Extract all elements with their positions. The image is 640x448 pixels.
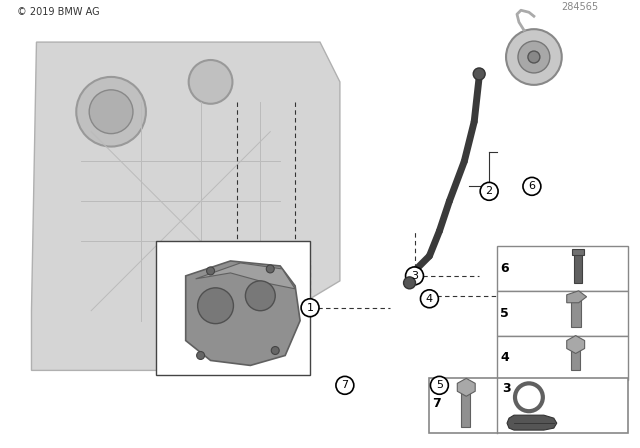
Polygon shape — [507, 415, 557, 430]
Polygon shape — [196, 263, 295, 289]
Circle shape — [271, 346, 279, 354]
Text: 284565: 284565 — [561, 2, 598, 12]
Polygon shape — [458, 379, 475, 396]
Bar — [429, 379, 628, 433]
Circle shape — [523, 177, 541, 195]
Text: 7: 7 — [433, 397, 441, 410]
Text: 3: 3 — [411, 271, 418, 281]
Bar — [571, 297, 580, 327]
Bar — [572, 249, 584, 255]
Polygon shape — [186, 261, 300, 366]
Text: 5: 5 — [436, 380, 443, 390]
Circle shape — [76, 77, 146, 146]
Circle shape — [404, 277, 415, 289]
Polygon shape — [567, 336, 584, 353]
Circle shape — [196, 352, 205, 359]
Circle shape — [431, 376, 449, 394]
Circle shape — [406, 267, 424, 285]
Text: 5: 5 — [500, 307, 509, 320]
Circle shape — [528, 51, 540, 63]
Bar — [156, 241, 310, 375]
Circle shape — [506, 29, 562, 85]
Text: 6: 6 — [529, 181, 536, 191]
Circle shape — [301, 299, 319, 317]
Text: 3: 3 — [502, 382, 511, 395]
Bar — [461, 385, 470, 427]
Circle shape — [189, 60, 232, 104]
Circle shape — [207, 267, 214, 275]
Bar — [571, 343, 580, 370]
Text: 2: 2 — [486, 186, 493, 196]
Polygon shape — [567, 291, 587, 303]
Circle shape — [245, 281, 275, 311]
Circle shape — [518, 41, 550, 73]
Circle shape — [480, 182, 498, 200]
Bar — [497, 246, 628, 291]
Bar — [497, 291, 628, 336]
Text: 4: 4 — [426, 294, 433, 304]
Text: 4: 4 — [500, 351, 509, 364]
Text: 1: 1 — [307, 303, 314, 313]
Text: 6: 6 — [500, 263, 509, 276]
Bar — [573, 251, 582, 283]
Circle shape — [336, 376, 354, 394]
Circle shape — [473, 68, 485, 80]
Polygon shape — [31, 42, 340, 370]
Bar — [497, 336, 628, 380]
Circle shape — [420, 290, 438, 308]
Text: © 2019 BMW AG: © 2019 BMW AG — [17, 7, 99, 17]
Circle shape — [198, 288, 234, 323]
Circle shape — [266, 265, 274, 273]
Text: 7: 7 — [341, 380, 348, 390]
Circle shape — [89, 90, 133, 134]
